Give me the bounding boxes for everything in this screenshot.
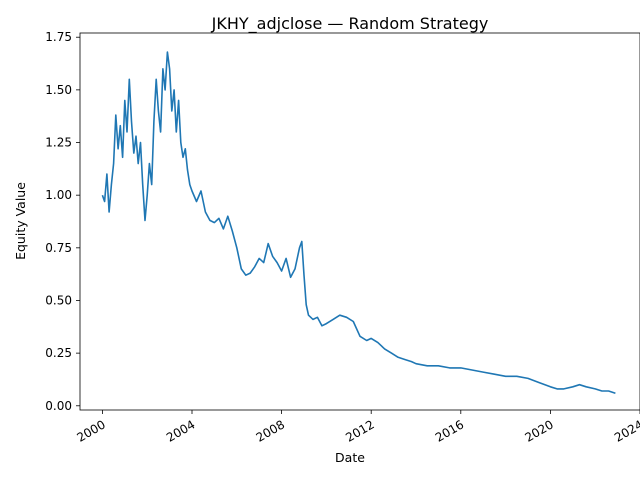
equity-line bbox=[101, 51, 616, 394]
y-tick-label: 1.50 bbox=[45, 83, 72, 97]
y-tick-label: 1.25 bbox=[45, 136, 72, 150]
x-tick-label: 2000 bbox=[74, 417, 107, 444]
x-axis: 2000 2004 2008 2012 2016 2020 2024 bbox=[74, 410, 640, 445]
y-tick-label: 0.50 bbox=[45, 293, 72, 307]
y-axis: 0.00 0.25 0.50 0.75 1.00 1.25 1.50 1.75 bbox=[45, 30, 80, 413]
x-tick-label: 2004 bbox=[164, 417, 197, 444]
x-tick-label: 2024 bbox=[612, 417, 640, 444]
plot-area bbox=[101, 51, 616, 394]
y-axis-label: Equity Value bbox=[13, 182, 28, 260]
x-tick-label: 2016 bbox=[433, 417, 466, 444]
y-tick-label: 0.75 bbox=[45, 241, 72, 255]
y-tick-label: 0.00 bbox=[45, 399, 72, 413]
x-tick-label: 2008 bbox=[254, 417, 287, 444]
y-tick-label: 0.25 bbox=[45, 346, 72, 360]
x-tick-label: 2020 bbox=[522, 417, 555, 444]
chart-title: JKHY_adjclose — Random Strategy bbox=[211, 14, 489, 34]
y-tick-label: 1.75 bbox=[45, 30, 72, 44]
x-axis-label: Date bbox=[335, 450, 365, 465]
plot-frame bbox=[79, 32, 640, 411]
x-tick-label: 2012 bbox=[343, 417, 376, 444]
y-tick-label: 1.00 bbox=[45, 188, 72, 202]
